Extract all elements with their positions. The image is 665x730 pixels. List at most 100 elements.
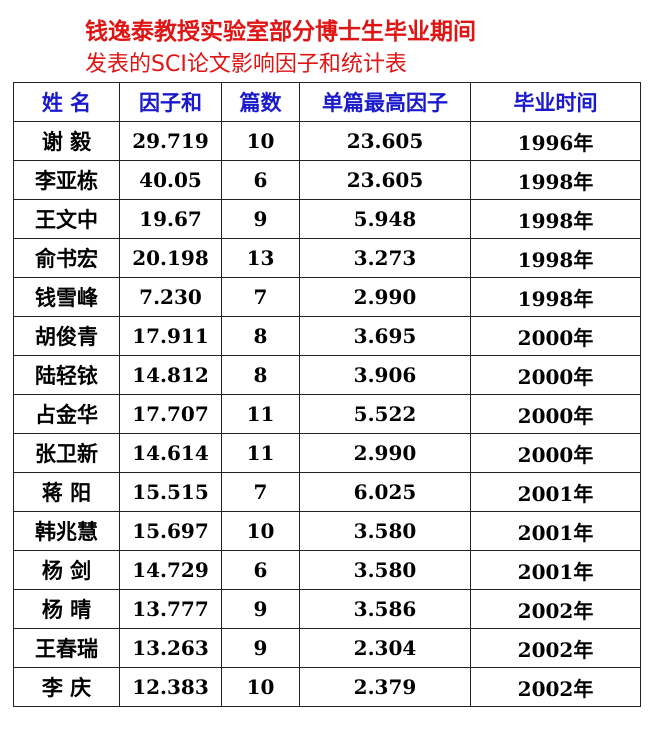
cell-paper-count: 9 xyxy=(221,589,300,629)
cell-name: 韩兆慧 xyxy=(13,511,120,551)
cell-factor-sum: 15.697 xyxy=(119,511,222,551)
cell-graduation-year: 1998年 xyxy=(470,238,641,278)
table-row: 李 庆 12.383 10 2.379 2002年 xyxy=(13,667,641,707)
cell-graduation-year: 2002年 xyxy=(470,667,641,707)
cell-name: 李亚栋 xyxy=(13,160,120,200)
cell-max-factor: 2.990 xyxy=(299,277,471,317)
table-header-row: 姓 名因子和 篇数 单篇最高因子 毕业时间 xyxy=(13,82,641,122)
table-row: 王春瑞 13.263 9 2.304 2002年 xyxy=(13,628,641,668)
cell-max-factor: 5.948 xyxy=(299,199,471,239)
cell-factor-sum: 14.614 xyxy=(119,433,222,473)
cell-name: 李 庆 xyxy=(13,667,120,707)
cell-paper-count: 7 xyxy=(221,472,300,512)
cell-paper-count: 9 xyxy=(221,199,300,239)
header-max-factor: 单篇最高因子 xyxy=(299,82,471,122)
phd-stats-table: 姓 名因子和 篇数 单篇最高因子 毕业时间 谢 毅 29.719 10 23.605 1996… xyxy=(13,82,641,707)
cell-name: 杨 剑 xyxy=(13,550,120,590)
cell-name: 王文中 xyxy=(13,199,120,239)
cell-paper-count: 6 xyxy=(221,550,300,590)
cell-max-factor: 23.605 xyxy=(299,121,471,161)
cell-paper-count: 10 xyxy=(221,511,300,551)
cell-paper-count: 7 xyxy=(221,277,300,317)
header-graduation-year: 毕业时间 xyxy=(470,82,641,122)
cell-factor-sum: 7.230 xyxy=(119,277,222,317)
cell-max-factor: 23.605 xyxy=(299,160,471,200)
cell-max-factor: 2.304 xyxy=(299,628,471,668)
cell-factor-sum: 13.263 xyxy=(119,628,222,668)
cell-graduation-year: 2001年 xyxy=(470,550,641,590)
table-row: 李亚栋 40.05 6 23.605 1998年 xyxy=(13,160,641,200)
cell-factor-sum: 20.198 xyxy=(119,238,222,278)
cell-graduation-year: 2002年 xyxy=(470,628,641,668)
header-factor-sum: 因子和 xyxy=(119,82,222,122)
cell-factor-sum: 13.777 xyxy=(119,589,222,629)
cell-graduation-year: 1996年 xyxy=(470,121,641,161)
cell-paper-count: 10 xyxy=(221,667,300,707)
cell-factor-sum: 17.707 xyxy=(119,394,222,434)
cell-factor-sum: 19.67 xyxy=(119,199,222,239)
cell-graduation-year: 1998年 xyxy=(470,199,641,239)
cell-name: 胡俊青 xyxy=(13,316,120,356)
cell-graduation-year: 2000年 xyxy=(470,394,641,434)
cell-max-factor: 2.990 xyxy=(299,433,471,473)
cell-name: 占金华 xyxy=(13,394,120,434)
cell-paper-count: 11 xyxy=(221,433,300,473)
table-row: 谢 毅 29.719 10 23.605 1996年 xyxy=(13,121,641,161)
cell-max-factor: 3.580 xyxy=(299,550,471,590)
cell-factor-sum: 17.911 xyxy=(119,316,222,356)
cell-graduation-year: 2002年 xyxy=(470,589,641,629)
cell-graduation-year: 1998年 xyxy=(470,160,641,200)
cell-name: 张卫新 xyxy=(13,433,120,473)
cell-name: 谢 毅 xyxy=(13,121,120,161)
cell-max-factor: 3.906 xyxy=(299,355,471,395)
document-subtitle: 发表的SCI论文影响因子和统计表 xyxy=(85,52,407,77)
table-row: 张卫新 14.614 11 2.990 2000年 xyxy=(13,433,641,473)
cell-name: 钱雪峰 xyxy=(13,277,120,317)
cell-factor-sum: 12.383 xyxy=(119,667,222,707)
table-row: 陆轻铱 14.812 8 3.906 2000年 xyxy=(13,355,641,395)
cell-name: 杨 晴 xyxy=(13,589,120,629)
cell-paper-count: 8 xyxy=(221,355,300,395)
cell-graduation-year: 2000年 xyxy=(470,355,641,395)
cell-name: 陆轻铱 xyxy=(13,355,120,395)
cell-paper-count: 9 xyxy=(221,628,300,668)
table-row: 胡俊青 17.911 8 3.695 2000年 xyxy=(13,316,641,356)
cell-graduation-year: 2001年 xyxy=(470,511,641,551)
cell-paper-count: 10 xyxy=(221,121,300,161)
cell-factor-sum: 40.05 xyxy=(119,160,222,200)
cell-graduation-year: 2000年 xyxy=(470,433,641,473)
cell-graduation-year: 2000年 xyxy=(470,316,641,356)
cell-max-factor: 3.580 xyxy=(299,511,471,551)
cell-paper-count: 6 xyxy=(221,160,300,200)
cell-paper-count: 11 xyxy=(221,394,300,434)
cell-name: 王春瑞 xyxy=(13,628,120,668)
table-row: 韩兆慧 15.697 10 3.580 2001年 xyxy=(13,511,641,551)
cell-max-factor: 3.586 xyxy=(299,589,471,629)
table-row: 钱雪峰 7.230 7 2.990 1998年 xyxy=(13,277,641,317)
table-row: 王文中 19.67 9 5.948 1998年 xyxy=(13,199,641,239)
cell-name: 俞书宏 xyxy=(13,238,120,278)
cell-name: 蒋 阳 xyxy=(13,472,120,512)
cell-graduation-year: 1998年 xyxy=(470,277,641,317)
table-row: 俞书宏 20.198 13 3.273 1998年 xyxy=(13,238,641,278)
cell-factor-sum: 29.719 xyxy=(119,121,222,161)
header-name: 姓 名 xyxy=(13,82,120,122)
cell-factor-sum: 14.812 xyxy=(119,355,222,395)
cell-max-factor: 3.695 xyxy=(299,316,471,356)
document-title: 钱逸泰教授实验室部分博士生毕业期间 xyxy=(85,19,476,45)
table-row: 蒋 阳 15.515 7 6.025 2001年 xyxy=(13,472,641,512)
table-row: 占金华 17.707 11 5.522 2000年 xyxy=(13,394,641,434)
cell-max-factor: 2.379 xyxy=(299,667,471,707)
table-row: 杨 剑 14.729 6 3.580 2001年 xyxy=(13,550,641,590)
table-body: 谢 毅 29.719 10 23.605 1996年 李亚栋 40.05 6 23.605 199… xyxy=(13,121,641,707)
cell-max-factor: 5.522 xyxy=(299,394,471,434)
cell-graduation-year: 2001年 xyxy=(470,472,641,512)
cell-factor-sum: 14.729 xyxy=(119,550,222,590)
header-paper-count: 篇数 xyxy=(221,82,300,122)
cell-max-factor: 3.273 xyxy=(299,238,471,278)
cell-paper-count: 8 xyxy=(221,316,300,356)
table-row: 杨 晴 13.777 9 3.586 2002年 xyxy=(13,589,641,629)
cell-max-factor: 6.025 xyxy=(299,472,471,512)
cell-factor-sum: 15.515 xyxy=(119,472,222,512)
cell-paper-count: 13 xyxy=(221,238,300,278)
